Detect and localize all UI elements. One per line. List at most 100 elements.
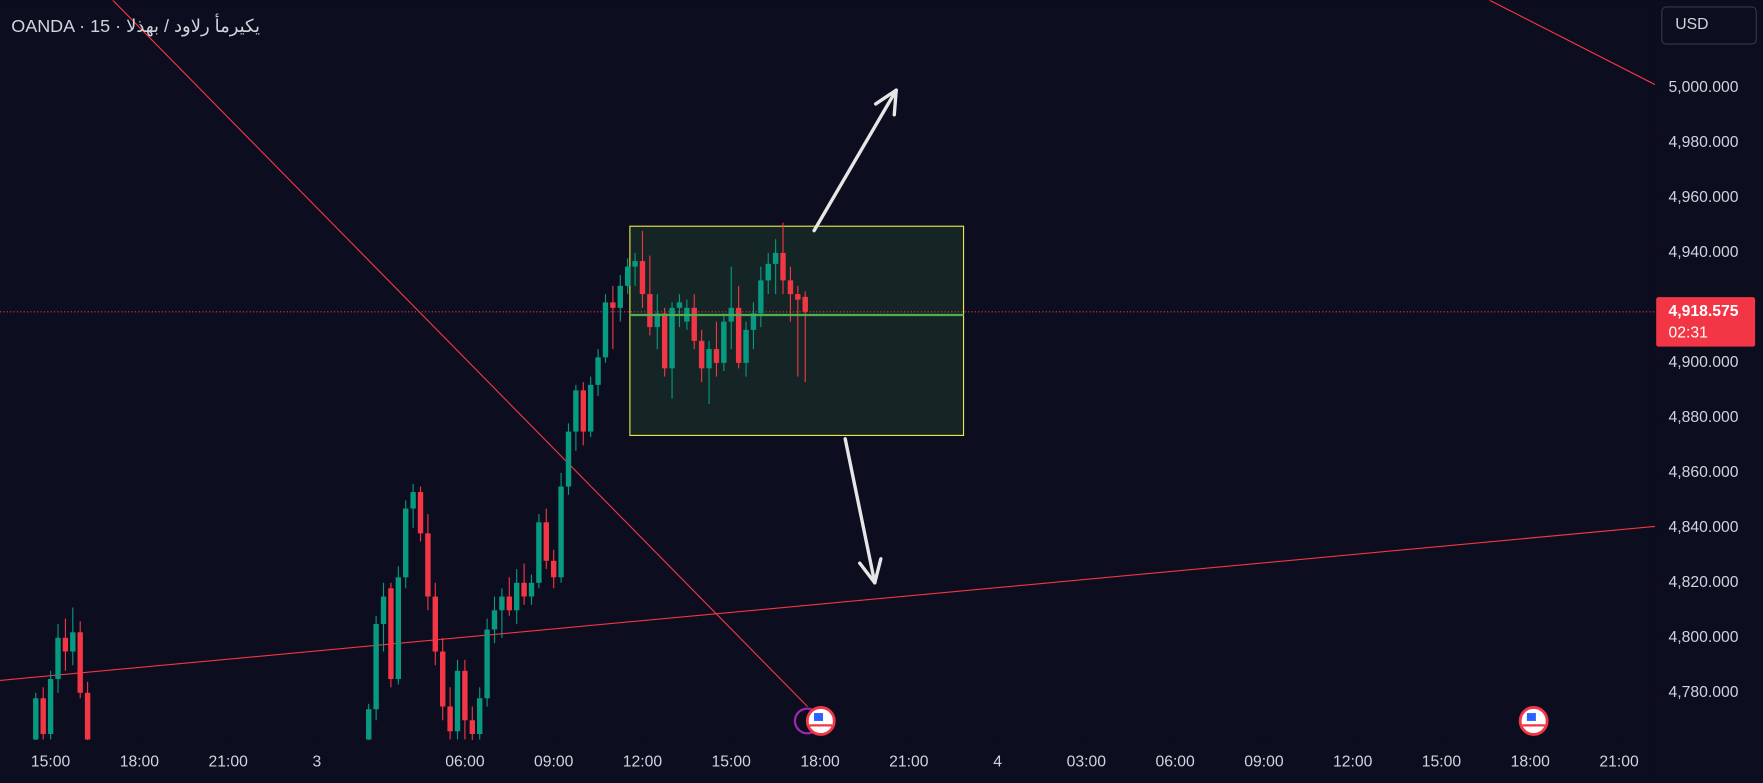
candle-body (558, 486, 564, 578)
candle-body (550, 560, 557, 578)
x-tick-label: 18:00 (800, 754, 840, 771)
candle-body (77, 632, 83, 693)
candle-body (484, 629, 490, 699)
x-tick-label: 15:00 (1422, 754, 1462, 771)
candle-body (380, 596, 387, 625)
candle-body (388, 588, 394, 680)
candle-body (506, 596, 512, 611)
candle-body (70, 632, 76, 652)
y-tick-label: 4,960.000 (1669, 189, 1739, 206)
candle-body (513, 582, 520, 611)
candle-body (706, 349, 712, 369)
x-tick-label: 21:00 (889, 754, 929, 771)
candle-body (454, 670, 461, 732)
currency-label[interactable]: USD (1675, 16, 1708, 33)
candle-body (713, 349, 720, 363)
y-tick-label: 4,880.000 (1669, 409, 1739, 426)
symbol-title: OANDA · 15 · يكيرمأ رلاود / بهذلا (11, 13, 260, 37)
candle-body (661, 313, 668, 369)
candle-body (780, 252, 786, 281)
x-tick-label: 18:00 (120, 754, 160, 771)
candle-body (580, 390, 586, 432)
y-tick-label: 4,900.000 (1669, 354, 1739, 371)
y-tick-label: 4,980.000 (1669, 134, 1739, 151)
candle-body (669, 307, 675, 369)
candle-body (47, 679, 54, 735)
x-tick-label: 18:00 (1511, 754, 1551, 771)
candle-body (654, 313, 660, 328)
candle-body (795, 294, 801, 300)
range-box (629, 225, 965, 436)
candle-body (62, 637, 69, 652)
last-price-label: 4,918.575 (1669, 303, 1739, 320)
candle-body (543, 522, 549, 561)
candle-body (528, 582, 535, 597)
arrow-head (858, 557, 883, 585)
countdown: 02:31 (1669, 324, 1708, 341)
x-tick-label: 15:00 (712, 754, 752, 771)
candle-body (691, 307, 697, 341)
x-tick-label: 09:00 (534, 754, 574, 771)
candle-body (587, 384, 594, 432)
plot-area (0, 0, 1656, 741)
flag-part (814, 713, 824, 721)
candle-body (417, 492, 424, 534)
candle-body (84, 692, 91, 740)
candle-body (750, 313, 757, 330)
candle-body (521, 582, 527, 597)
arrow-shaft (812, 88, 898, 233)
candle-body (721, 321, 727, 363)
axes: 4,780.000 4,800.000 4,820.000 4,840.000 4,86… (31, 0, 1763, 783)
candle-body (403, 508, 409, 578)
candle-body (676, 302, 683, 308)
candle-body (647, 294, 653, 328)
x-tick-label: 03:00 (1067, 754, 1107, 771)
candle-body (698, 340, 705, 369)
x-tick-label: 06:00 (1155, 754, 1195, 771)
price-axis-bg (1655, 0, 1763, 783)
arrow-shaft (843, 437, 877, 585)
candle-body (758, 280, 764, 314)
last-price-tag (1656, 297, 1756, 347)
x-tick-label: 3 (313, 754, 322, 771)
candle-body (373, 624, 379, 710)
candle-body (477, 698, 483, 735)
candle-body (40, 698, 46, 735)
x-tick-label: 21:00 (208, 754, 248, 771)
candle-body (410, 492, 416, 509)
x-tick-label: 12:00 (623, 754, 663, 771)
candle-body (602, 302, 609, 358)
x-tick-label: 4 (993, 754, 1002, 771)
candle-body (491, 610, 498, 630)
candle-body (802, 296, 808, 312)
candle-body (447, 706, 453, 732)
candle-body (462, 670, 468, 721)
x-tick-label: 06:00 (445, 754, 485, 771)
candle-body (624, 266, 631, 286)
trendline (112, 0, 808, 707)
candle-body (440, 651, 446, 707)
y-tick-label: 4,860.000 (1669, 464, 1739, 481)
x-tick-label: 21:00 (1599, 754, 1639, 771)
candle-body (595, 357, 601, 385)
candle-body (536, 522, 542, 583)
candle-body (55, 637, 61, 680)
y-tick-label: 4,940.000 (1669, 244, 1739, 261)
candle-body (565, 431, 572, 487)
candle-body (787, 280, 794, 295)
x-tick-label: 12:00 (1333, 754, 1373, 771)
candle-body (735, 307, 742, 363)
candle-body (743, 329, 749, 363)
candle-body (639, 261, 646, 295)
arrow-head (874, 88, 898, 117)
currency-button[interactable] (1661, 6, 1757, 45)
candle-body (432, 596, 439, 652)
trendline (0, 525, 1656, 681)
candle-body (617, 285, 623, 308)
y-tick-label: 5,000.000 (1669, 79, 1739, 96)
candle-body (469, 720, 476, 735)
y-tick-label: 4,840.000 (1669, 519, 1739, 536)
